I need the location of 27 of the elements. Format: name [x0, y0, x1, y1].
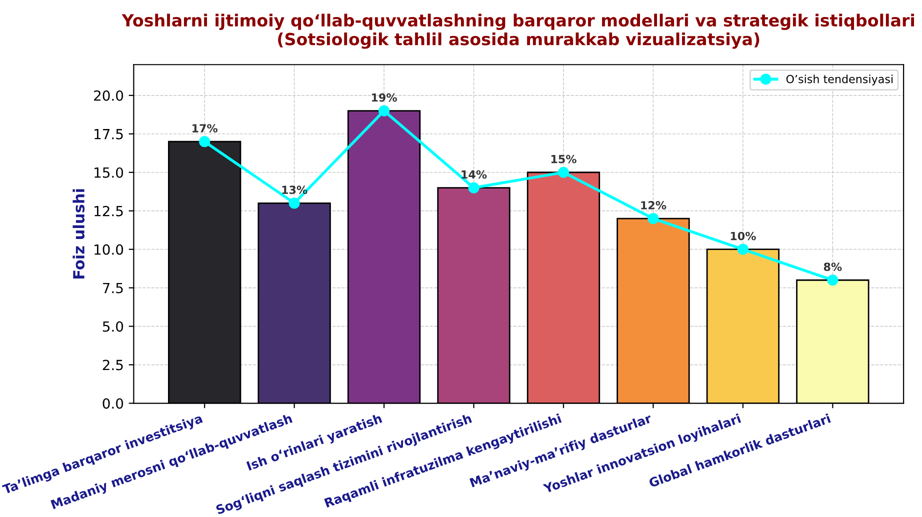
y-tick-label: 0.0 — [102, 398, 124, 409]
y-tick-label: 15.0 — [94, 167, 124, 178]
data-label: 19% — [372, 93, 397, 102]
y-tick-label: 17.5 — [94, 129, 123, 140]
y-tick-label: 10.0 — [94, 244, 124, 255]
data-label: 10% — [730, 232, 756, 240]
y-axis-title: Foiz ulushi — [72, 189, 85, 279]
point — [378, 105, 390, 116]
point — [827, 274, 838, 286]
data-label: 12% — [641, 201, 666, 210]
y-tick-label: 12.5 — [94, 206, 123, 216]
y-tick-label: 7.5 — [103, 282, 123, 294]
y-tick-label: 2.5 — [102, 360, 123, 370]
y-tick-label: 20.0 — [94, 90, 124, 101]
data-label: 14% — [462, 170, 487, 179]
y-tick-label: 5.0 — [102, 321, 124, 332]
point — [737, 244, 748, 255]
legend-label: O’sish tendensiyasi — [786, 74, 893, 86]
point — [288, 198, 300, 209]
chart-title: Yoshlarni ijtimoiy qo‘llab-quvvatlashning barqaror modellari va strategik istiqbollari (Sotsiologik tahlil asosida murakkab vizualizatsiya) — [122, 14, 914, 49]
point — [648, 212, 659, 224]
point — [558, 166, 570, 178]
point — [199, 136, 210, 148]
data-label: 15% — [551, 154, 576, 164]
point — [468, 182, 480, 194]
data-label: 8% — [824, 262, 842, 272]
data-label: 17% — [192, 124, 218, 132]
